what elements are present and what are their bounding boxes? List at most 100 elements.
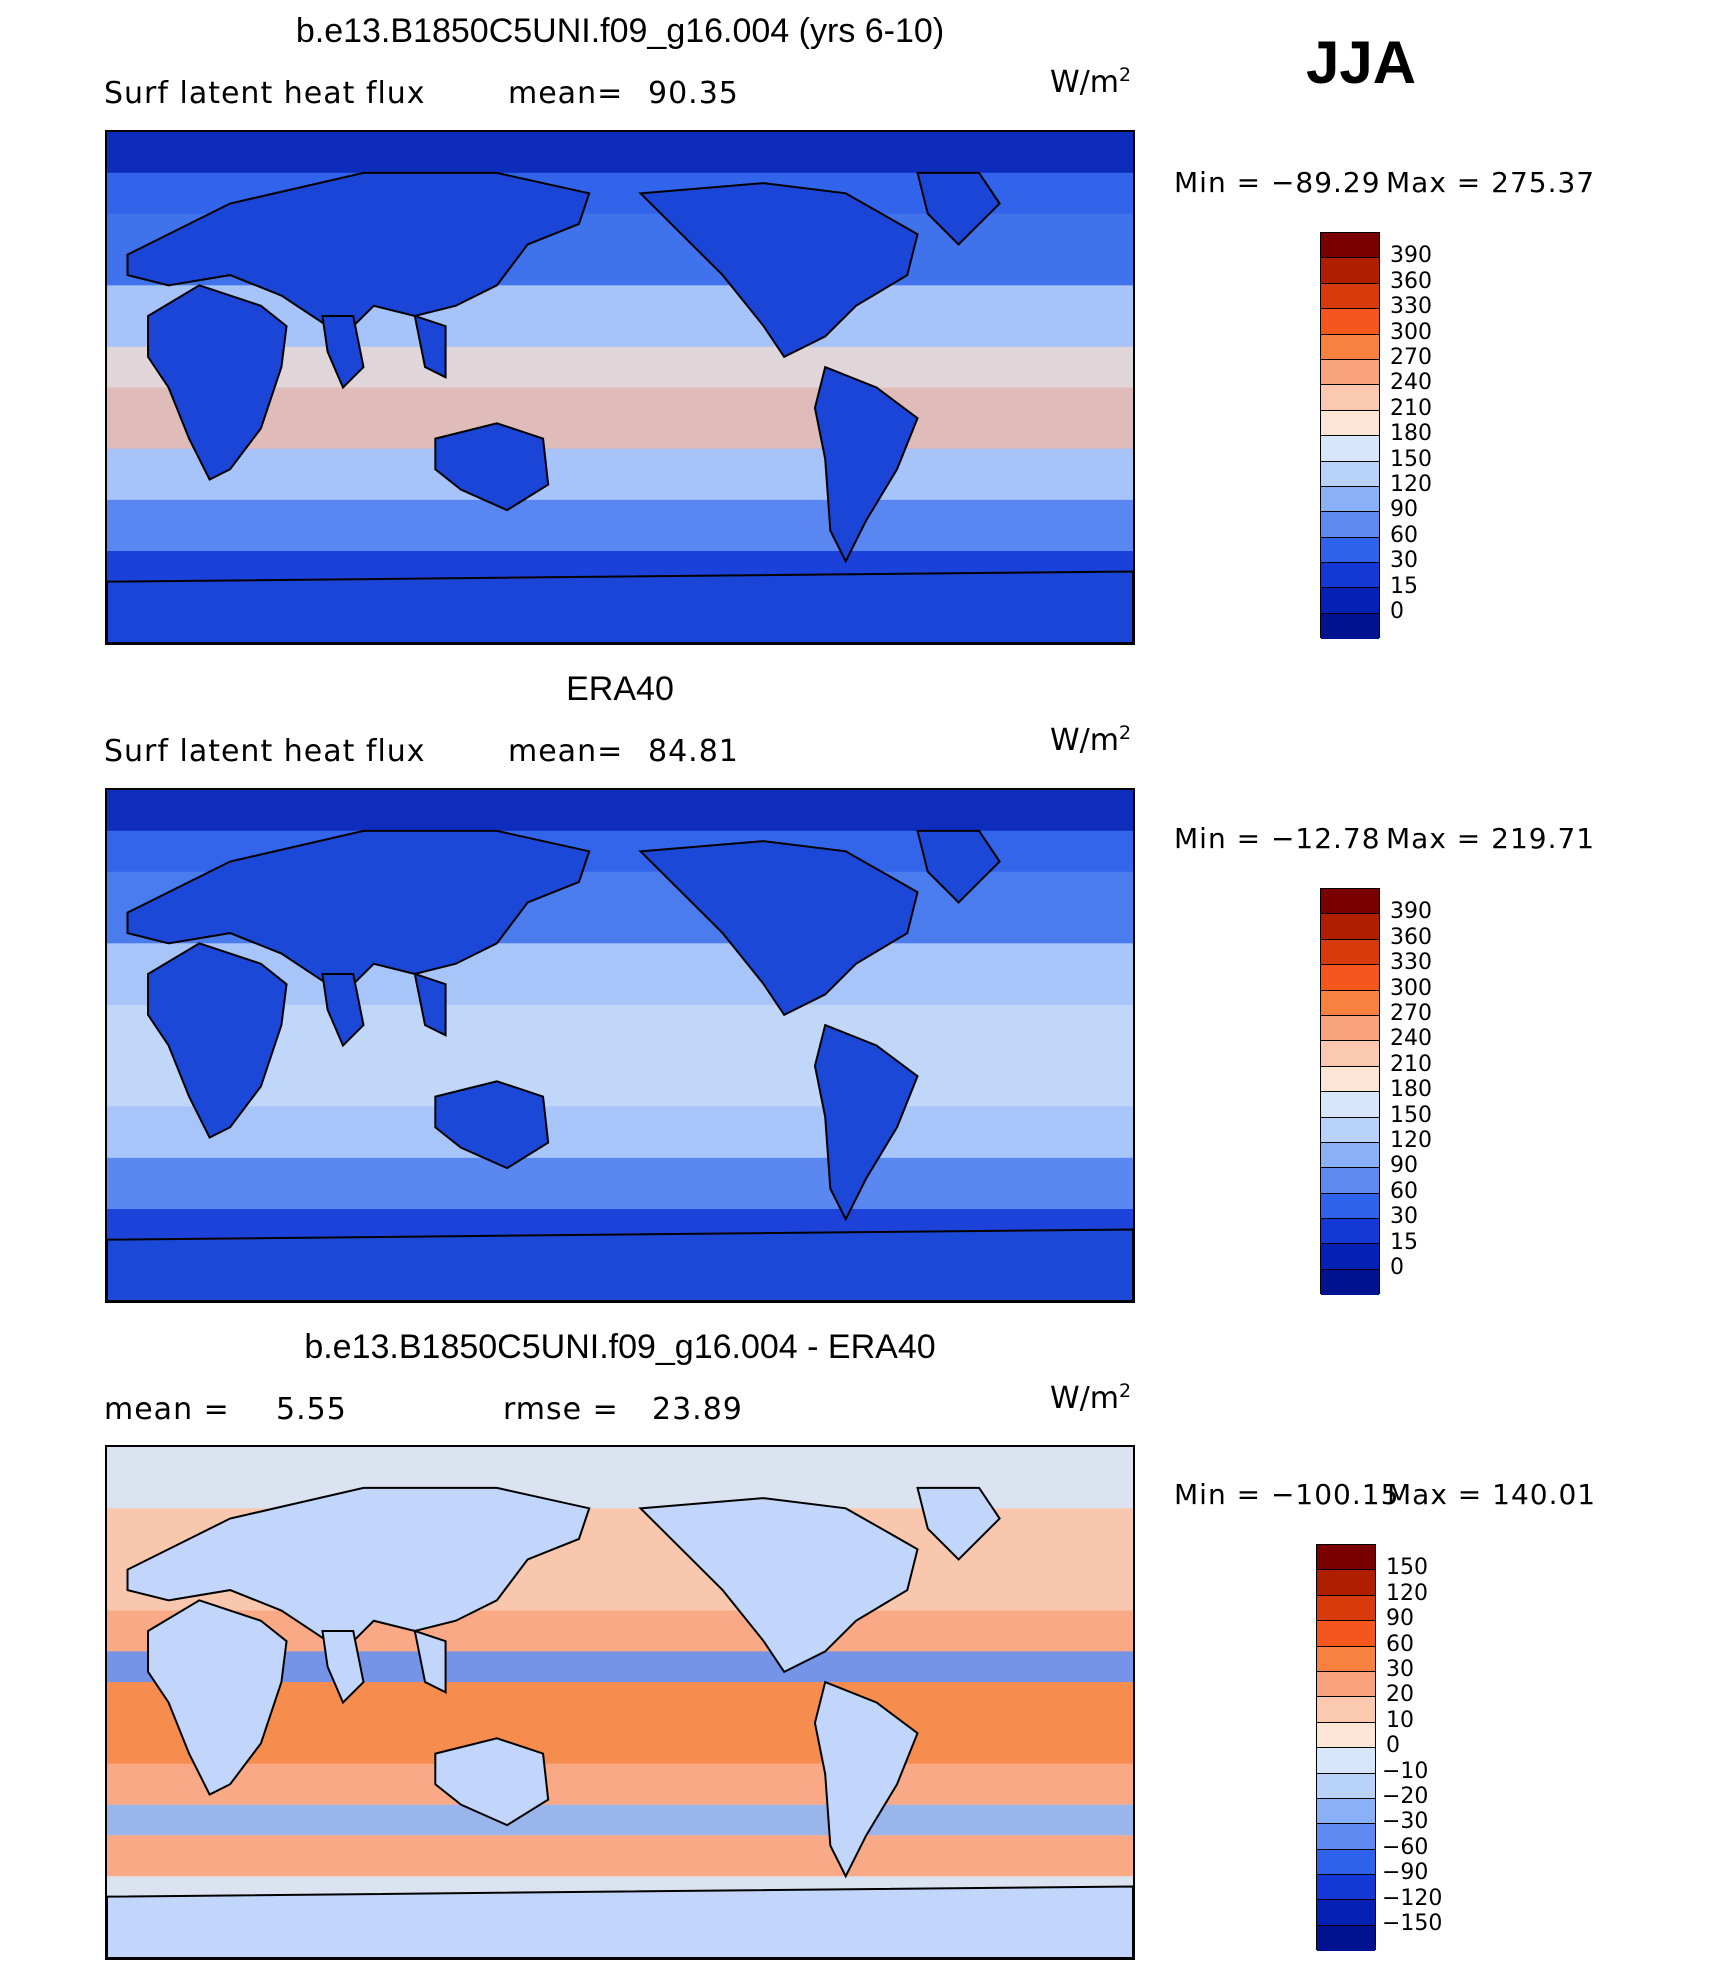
colorbar-swatch: [1321, 939, 1379, 966]
colorbar-swatch: [1317, 1875, 1375, 1901]
colorbar-tick-label: 30: [1390, 1204, 1418, 1230]
colorbar-swatch: [1321, 1142, 1379, 1169]
colorbar-tick-label: 15: [1390, 1229, 1418, 1255]
contour-band: [107, 448, 1133, 500]
map-svg: [107, 790, 1133, 1301]
colorbar-swatch: [1321, 1244, 1379, 1270]
contour-band: [107, 387, 1133, 449]
coastline: [322, 316, 363, 388]
colorbar-tick-label: 120: [1386, 1580, 1428, 1606]
colorbar-swatch: [1321, 258, 1379, 284]
coastline: [435, 1081, 548, 1168]
coastline: [128, 173, 590, 337]
colorbar-tick-label: 150: [1390, 1102, 1432, 1128]
units-superscript: 2: [1119, 64, 1132, 86]
contour-band: [107, 1763, 1133, 1805]
coastline: [148, 285, 287, 479]
colorbar-swatch: [1321, 410, 1379, 437]
colorbar-swatch: [1317, 1925, 1375, 1952]
rmse-value: 23.89: [652, 1392, 743, 1427]
colorbar-tick-label: 0: [1390, 599, 1404, 624]
max-label: Max = 275.37: [1386, 166, 1596, 199]
colorbar-tick-label: 90: [1390, 1153, 1418, 1179]
colorbar-swatch: [1321, 385, 1379, 411]
coastline: [415, 1631, 446, 1692]
colorbar-swatch: [1321, 990, 1379, 1016]
colorbar-tick-label: −60: [1382, 1834, 1429, 1860]
colorbar-swatch: [1321, 1193, 1379, 1220]
mean-value: 84.81: [648, 734, 739, 769]
map-panel: [105, 788, 1135, 1303]
colorbar-swatch: [1317, 1900, 1375, 1926]
min-label: Min = −12.78: [1174, 822, 1381, 855]
colorbar-tick-label: 330: [1390, 950, 1432, 976]
colorbar-swatch: [1321, 512, 1379, 538]
contour-band: [107, 1157, 1133, 1210]
colorbar-tick-label: 360: [1390, 924, 1432, 950]
colorbar-swatch: [1321, 461, 1379, 487]
colorbar-swatch: [1317, 1748, 1375, 1774]
colorbar-swatch: [1321, 613, 1379, 640]
colorbar-tick-label: 120: [1390, 1128, 1432, 1153]
units-text: W/m: [1050, 1381, 1119, 1416]
mean-label: mean=: [508, 76, 624, 111]
map-svg: [107, 1447, 1133, 1958]
colorbar-swatch: [1317, 1773, 1375, 1799]
colorbar-tick-label: 150: [1386, 1555, 1428, 1581]
colorbar-tick-label: 390: [1390, 243, 1432, 269]
panel-title: b.e13.B1850C5UNI.f09_g16.004 (yrs 6-10): [295, 12, 945, 50]
coastline: [641, 841, 918, 1015]
mean-value: 90.35: [648, 76, 739, 111]
rmse-label: rmse =: [503, 1392, 619, 1427]
coastline: [107, 571, 1133, 643]
units-label: W/m2: [1050, 1380, 1131, 1416]
coastline: [128, 831, 590, 995]
colorbar-swatch: [1317, 1621, 1375, 1647]
colorbar-tick-label: −120: [1382, 1885, 1443, 1911]
coastline: [815, 367, 918, 561]
colorbar: [1320, 888, 1380, 1296]
contour-band: [107, 132, 1133, 173]
colorbar-tick-label: 240: [1390, 1026, 1432, 1052]
colorbar-tick-label: −10: [1382, 1758, 1429, 1784]
colorbar-swatch: [1321, 1015, 1379, 1042]
colorbar-swatch: [1317, 1595, 1375, 1622]
colorbar-swatch: [1321, 1041, 1379, 1067]
colorbar-swatch: [1321, 965, 1379, 991]
contour-band: [107, 1045, 1133, 1107]
colorbar-tick-label: 60: [1390, 1178, 1418, 1204]
colorbar: [1320, 232, 1380, 640]
colorbar-tick-label: 390: [1390, 899, 1432, 925]
colorbar-tick-label: 270: [1390, 345, 1432, 370]
colorbar-swatch: [1321, 889, 1379, 915]
colorbar-swatch: [1321, 1219, 1379, 1245]
contour-band: [107, 499, 1133, 552]
colorbar-swatch: [1321, 1168, 1379, 1194]
max-label: Max = 140.01: [1387, 1478, 1597, 1511]
contour-band: [107, 1835, 1133, 1877]
colorbar-swatch: [1321, 233, 1379, 259]
colorbar-swatch: [1317, 1849, 1375, 1876]
map-panel: [105, 130, 1135, 645]
colorbar-swatch: [1321, 334, 1379, 360]
colorbar-swatch: [1321, 588, 1379, 614]
colorbar-swatch: [1317, 1697, 1375, 1723]
colorbar-tick-label: 60: [1390, 522, 1418, 548]
mean-value: 5.55: [276, 1392, 347, 1427]
colorbar-swatch: [1321, 1066, 1379, 1093]
colorbar-tick-label: 0: [1386, 1733, 1400, 1759]
coastline: [415, 974, 446, 1035]
season-label: JJA: [1306, 29, 1417, 96]
units-text: W/m: [1050, 723, 1119, 758]
colorbar: [1316, 1544, 1376, 1952]
colorbar-tick-label: 10: [1386, 1707, 1414, 1733]
max-label: Max = 219.71: [1386, 822, 1596, 855]
coastline: [128, 1488, 590, 1652]
coastline: [641, 183, 918, 357]
colorbar-tick-label: 120: [1390, 472, 1432, 497]
colorbar-tick-label: 30: [1386, 1657, 1414, 1682]
coastline: [918, 173, 1000, 245]
field-label: mean =: [104, 1392, 230, 1427]
coastline: [435, 423, 548, 510]
units-superscript: 2: [1119, 722, 1132, 744]
